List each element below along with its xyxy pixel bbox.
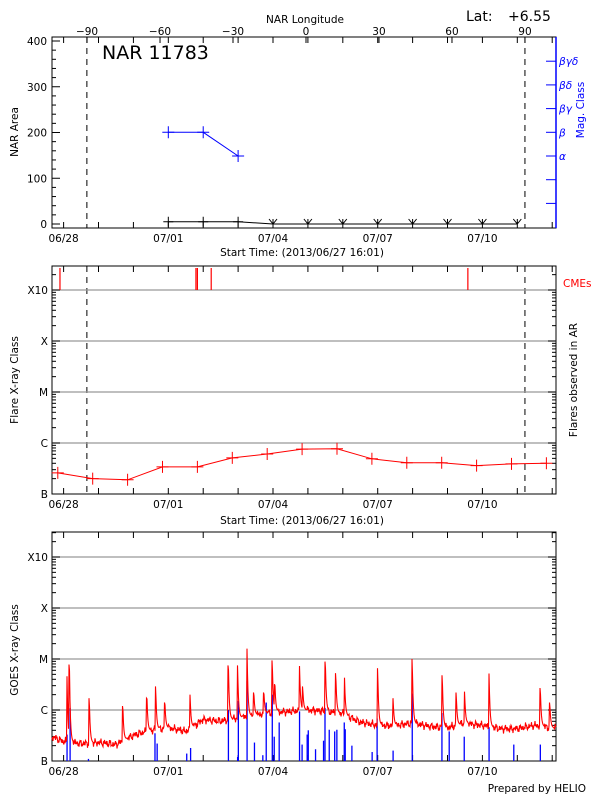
flare-point [51, 466, 64, 479]
y-tick-label: 0 [40, 219, 47, 231]
x-tick-label: 07/10 [467, 233, 497, 245]
x-tick-label: 07/04 [258, 766, 289, 778]
longitude-axis-label: NAR Longitude [266, 14, 344, 26]
area-point [163, 216, 174, 227]
flare-point [330, 442, 343, 455]
goes-xray-line [51, 648, 557, 749]
y-tick-label: 300 [27, 82, 47, 94]
area-point [303, 218, 313, 225]
mag-class-tick-label: α [559, 151, 566, 163]
x-tick-label: 07/01 [153, 233, 183, 245]
x-tick-label: 07/04 [258, 499, 289, 511]
x-tick-label: 07/07 [363, 499, 393, 511]
panel2-frame [51, 265, 557, 495]
y-tick-label: 100 [27, 173, 47, 185]
longitude-tick-label: −60 [149, 26, 171, 38]
x-tick-label: 06/28 [48, 233, 78, 245]
area-point [478, 218, 487, 225]
mag-class-tick-label: βγδ [558, 56, 578, 68]
area-point [338, 218, 348, 225]
flare-point [121, 473, 134, 486]
area-point [198, 216, 209, 227]
longitude-tick-label: 30 [372, 26, 385, 38]
flare-point [540, 457, 553, 470]
longitude-tick-label: 60 [445, 26, 458, 38]
area-point [408, 218, 417, 225]
lat-value: +6.55 [508, 9, 551, 25]
longitude-tick-label: 0 [303, 26, 310, 38]
x-tick-label: 07/07 [363, 766, 393, 778]
footer-credit: Prepared by HELIO [488, 783, 586, 795]
flare-point [435, 456, 448, 469]
x-tick-label: 07/04 [258, 233, 289, 245]
mag-class-point [197, 126, 210, 139]
longitude-tick-label: −90 [76, 26, 98, 38]
longitude-tick-label: 90 [518, 26, 531, 38]
flare-point [470, 459, 483, 472]
area-point [512, 218, 522, 225]
mag-class-point [162, 126, 175, 139]
panel1-xlabel: Start Time: (2013/06/27 16:01) [220, 247, 384, 259]
panel1-frame [51, 36, 557, 229]
panel2-ylabel: Flare X-ray Class [9, 336, 21, 424]
flare-point [296, 443, 309, 456]
panel2-xlabel: Start Time: (2013/06/27 16:01) [220, 515, 384, 527]
area-point [268, 218, 278, 225]
flare-point [261, 447, 274, 460]
longitude-tick-label: −30 [222, 26, 244, 38]
x-tick-label: 07/10 [467, 766, 497, 778]
y-tick-label: X [41, 336, 48, 348]
flare-point [365, 452, 378, 465]
x-tick-label: 07/10 [467, 499, 497, 511]
mag-class-point [232, 150, 245, 162]
y-tick-label: 200 [27, 128, 47, 140]
flare-point [400, 456, 413, 469]
area-point [443, 218, 452, 225]
x-tick-label: 06/28 [48, 766, 78, 778]
x-tick-label: 07/07 [363, 233, 393, 245]
y-tick-label: X [41, 603, 48, 615]
y-tick-label: C [41, 438, 48, 450]
mag-class-tick-label: βγ [558, 104, 573, 116]
area-point [373, 218, 383, 225]
panel2-y2label: Flares observed in AR [568, 323, 580, 437]
flare-point [191, 460, 204, 473]
mag-class-tick-label: β [558, 127, 566, 139]
y-tick-label: M [39, 387, 48, 399]
mag-class-tick-label: βδ [558, 80, 572, 92]
flare-point [86, 472, 99, 485]
x-tick-label: 06/28 [48, 499, 78, 511]
panel1-y2label: Mag. Class [575, 82, 587, 138]
y-tick-label: B [41, 489, 48, 501]
area-point [233, 216, 244, 227]
y-tick-label: X10 [27, 285, 48, 297]
panel1-title: NAR 11783 [102, 42, 209, 64]
panel1-ylabel: NAR Area [9, 107, 21, 157]
y-tick-label: C [41, 705, 48, 717]
flare-point [156, 460, 169, 473]
cme-label: CMEs [563, 278, 592, 290]
panel3-frame [51, 531, 557, 762]
panel3-ylabel: GOES X-ray Class [9, 604, 21, 695]
flare-point [226, 451, 239, 464]
y-tick-label: X10 [27, 552, 48, 564]
y-tick-label: 400 [27, 36, 47, 48]
x-tick-label: 07/01 [153, 766, 183, 778]
x-tick-label: 07/01 [153, 499, 183, 511]
flare-point [505, 457, 518, 470]
lat-label: Lat: [466, 9, 493, 25]
y-tick-label: B [41, 756, 48, 768]
y-tick-label: M [39, 654, 48, 666]
